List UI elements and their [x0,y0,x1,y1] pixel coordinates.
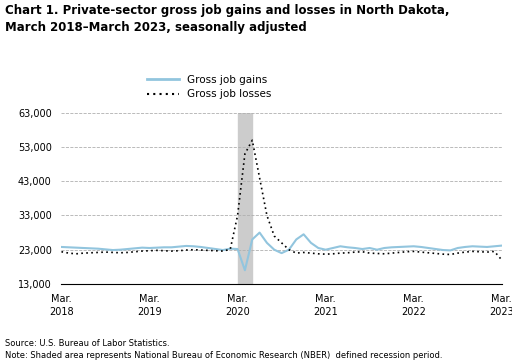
Legend: Gross job gains, Gross job losses: Gross job gains, Gross job losses [147,75,271,99]
Text: Source: U.S. Bureau of Labor Statistics.
Note: Shaded area represents National B: Source: U.S. Bureau of Labor Statistics.… [5,339,442,360]
Text: Chart 1. Private-sector gross job gains and losses in North Dakota,
March 2018–M: Chart 1. Private-sector gross job gains … [5,4,450,33]
Bar [238,113,252,284]
